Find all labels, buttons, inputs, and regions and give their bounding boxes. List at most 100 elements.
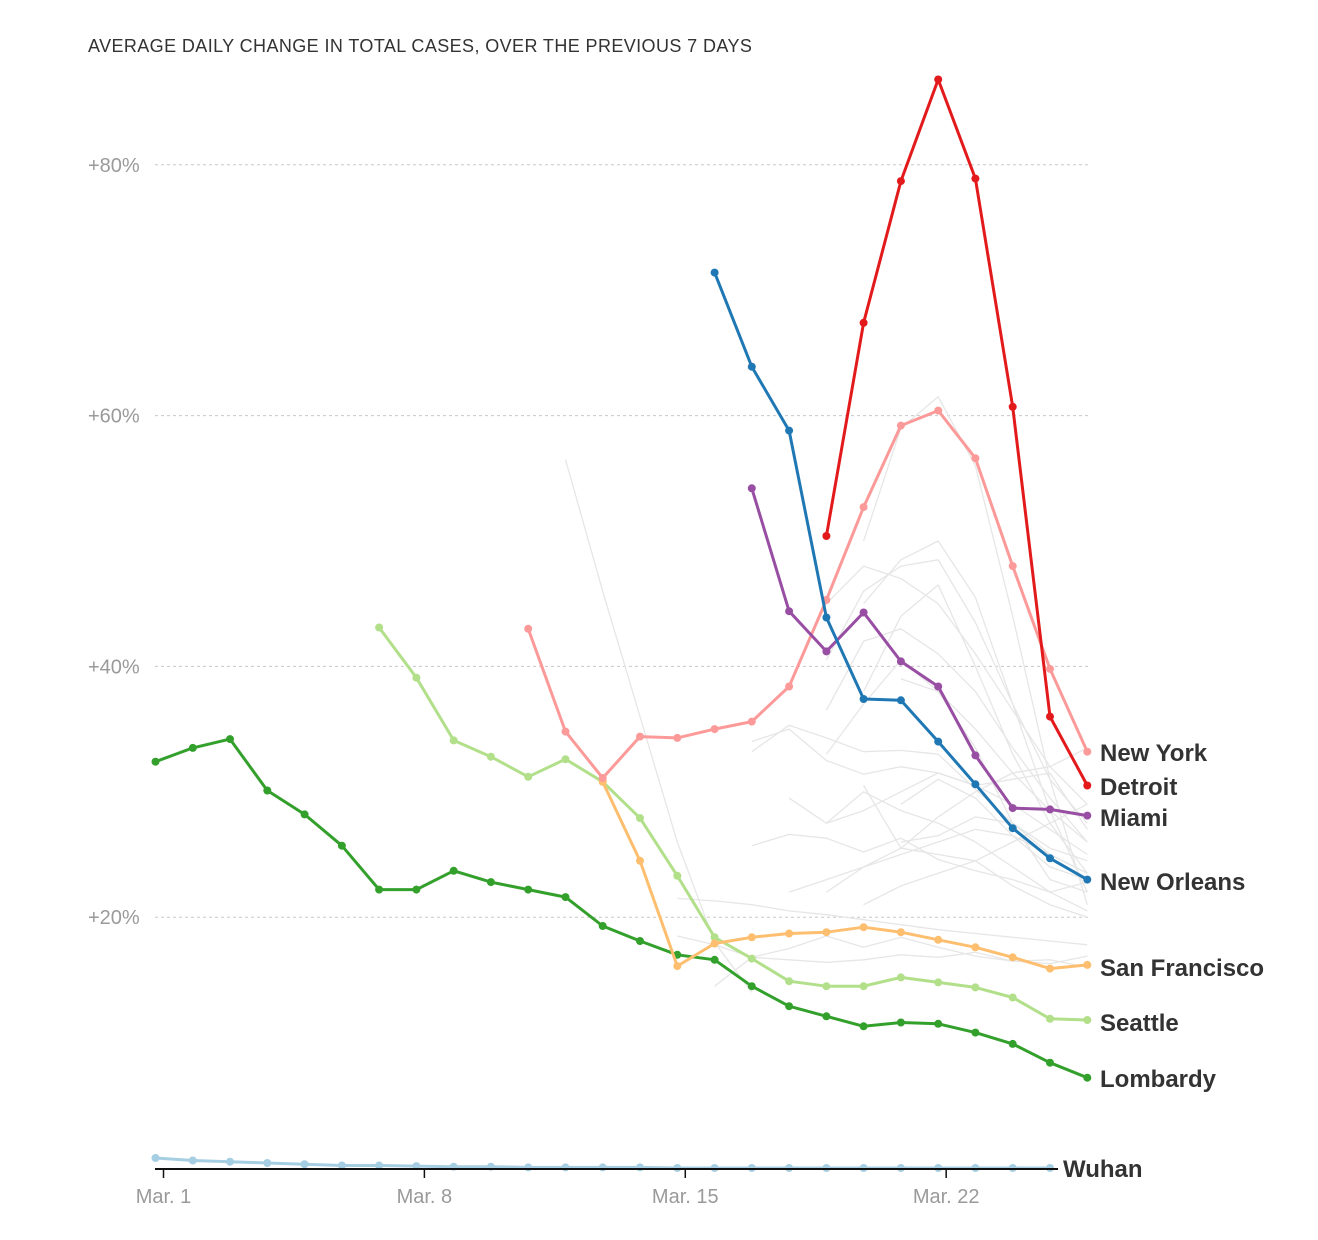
data-point: [673, 962, 682, 971]
data-point: [747, 484, 756, 493]
data-point: [785, 682, 794, 691]
data-point: [300, 810, 309, 819]
data-point: [710, 933, 719, 942]
data-point: [1008, 1039, 1017, 1048]
data-point: [151, 757, 160, 766]
data-point: [188, 743, 197, 752]
data-point: [226, 735, 234, 744]
data-point: [859, 1022, 868, 1031]
data-point: [971, 751, 980, 760]
chart-title: AVERAGE DAILY CHANGE IN TOTAL CASES, OVE…: [88, 36, 753, 56]
data-point: [747, 717, 756, 726]
data-point: [896, 657, 905, 666]
series-labels: Wuhan Lombardy Seattle San Francisco New Yor…: [1063, 740, 1264, 1183]
background-series-line: [825, 559, 1088, 824]
data-point: [971, 454, 980, 463]
series-label-san-francisco: San Francisco: [1100, 955, 1264, 982]
data-point: [1046, 805, 1054, 814]
series-line: [154, 737, 1089, 1080]
data-point: [785, 977, 794, 986]
data-point: [636, 814, 644, 823]
data-point: [1083, 811, 1092, 820]
series-detroit: [822, 75, 1092, 790]
data-point: [934, 75, 943, 84]
data-point: [1046, 1058, 1054, 1067]
data-point: [486, 752, 495, 761]
data-point: [673, 733, 682, 742]
background-series-line: [751, 724, 1088, 874]
data-point: [598, 922, 607, 930]
data-point: [896, 928, 905, 937]
series-label-seattle: Seattle: [1100, 1010, 1179, 1037]
background-series-line: [564, 459, 753, 993]
data-point: [263, 786, 272, 795]
data-point: [449, 866, 458, 875]
data-point: [561, 755, 570, 764]
data-point: [710, 939, 719, 948]
data-point: [822, 532, 831, 540]
data-point: [859, 608, 868, 617]
data-point: [561, 727, 570, 736]
x-tick-label: Mar. 8: [397, 1186, 453, 1208]
data-point: [524, 885, 533, 894]
data-point: [934, 1019, 943, 1028]
highlighted-series: [151, 75, 1092, 1172]
data-point: [1083, 747, 1092, 756]
data-point: [375, 885, 384, 894]
y-tick-label: +80%: [88, 155, 140, 177]
data-point: [636, 1163, 644, 1172]
data-point: [598, 774, 607, 782]
data-point: [934, 682, 943, 691]
data-point: [561, 1163, 570, 1172]
data-point: [449, 736, 458, 745]
background-series-line: [825, 659, 1088, 843]
data-point: [561, 893, 570, 902]
data-point: [1083, 1016, 1092, 1024]
data-point: [151, 1154, 160, 1162]
data-point: [934, 737, 943, 746]
data-point: [859, 695, 868, 703]
data-point: [337, 841, 346, 850]
data-point: [1046, 664, 1054, 673]
data-point: [747, 362, 756, 371]
data-point: [226, 1157, 234, 1166]
data-point: [636, 856, 644, 865]
data-point: [188, 1156, 197, 1165]
data-point: [747, 933, 756, 942]
data-point: [375, 1161, 384, 1170]
y-tick-label: +20%: [88, 907, 140, 929]
series-new-orleans: [710, 268, 1092, 884]
data-point: [785, 607, 794, 616]
data-point: [822, 928, 831, 937]
data-point: [375, 623, 384, 632]
data-point: [1046, 712, 1054, 721]
data-point: [1008, 402, 1017, 411]
data-point: [859, 318, 868, 327]
series-label-new-orleans: New Orleans: [1100, 869, 1245, 896]
data-point: [300, 1160, 309, 1169]
series-line: [377, 626, 1089, 1022]
series-line: [824, 78, 1089, 787]
background-series-line: [788, 791, 1088, 912]
series-line: [750, 486, 1089, 818]
background-series-line: [825, 628, 1088, 843]
series-label-detroit: Detroit: [1100, 774, 1177, 801]
background-series-line: [863, 803, 1088, 906]
series-label-lombardy: Lombardy: [1100, 1066, 1217, 1093]
data-point: [636, 732, 644, 741]
data-point: [859, 923, 868, 932]
background-series-line: [863, 785, 1088, 918]
data-point: [673, 871, 682, 880]
data-point: [859, 503, 868, 512]
data-point: [412, 673, 421, 682]
data-point: [1008, 562, 1017, 571]
data-point: [1083, 960, 1092, 969]
data-point: [822, 647, 831, 656]
data-point: [785, 426, 794, 435]
data-point: [747, 982, 756, 991]
data-point: [971, 943, 980, 952]
series-label-miami: Miami: [1100, 805, 1168, 832]
series-label-new-york: New York: [1100, 740, 1208, 767]
background-series-line: [900, 778, 1088, 881]
data-point: [1008, 804, 1017, 813]
